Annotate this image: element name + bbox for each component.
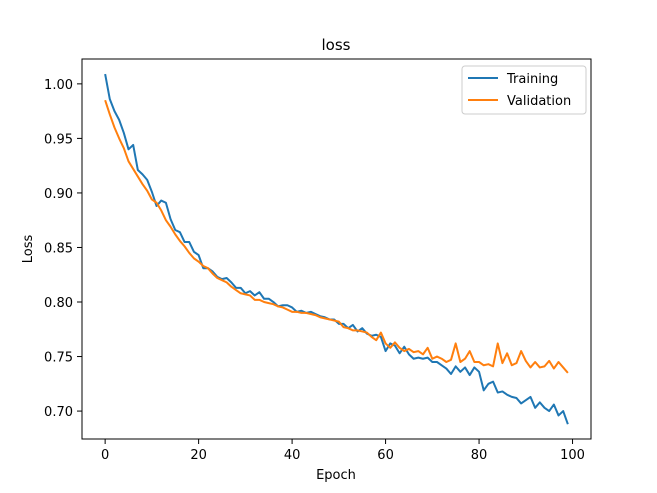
series-line-validation bbox=[104, 99, 569, 374]
y-tick-label: 0.85 bbox=[44, 241, 73, 256]
legend: Training Validation bbox=[461, 65, 587, 115]
y-tick-label: 0.90 bbox=[44, 187, 73, 202]
legend-label-training: Training bbox=[506, 72, 558, 87]
x-tick-label: 80 bbox=[471, 448, 488, 463]
x-tick-label: 100 bbox=[560, 448, 585, 463]
series-lines bbox=[104, 73, 569, 425]
chart-title: loss bbox=[322, 36, 351, 54]
x-tick-label: 40 bbox=[284, 448, 301, 463]
y-tick-label: 1.00 bbox=[44, 78, 73, 93]
x-tick-label: 60 bbox=[377, 448, 394, 463]
y-axis-title: Loss bbox=[21, 235, 36, 264]
y-tick-label: 0.80 bbox=[44, 296, 73, 311]
y-axis-ticks: 0.70 0.75 0.80 0.85 0.90 0.95 1.00 bbox=[44, 78, 82, 420]
x-axis-ticks: 0 20 40 60 80 100 bbox=[101, 439, 585, 463]
y-tick-label: 0.70 bbox=[44, 405, 73, 420]
plot-frame bbox=[81, 58, 592, 440]
legend-label-validation: Validation bbox=[507, 94, 571, 109]
x-tick-label: 20 bbox=[190, 448, 207, 463]
x-axis-title: Epoch bbox=[316, 468, 356, 483]
y-tick-label: 0.95 bbox=[44, 132, 73, 147]
y-tick-label: 0.75 bbox=[44, 351, 73, 366]
x-tick-label: 0 bbox=[101, 448, 109, 463]
